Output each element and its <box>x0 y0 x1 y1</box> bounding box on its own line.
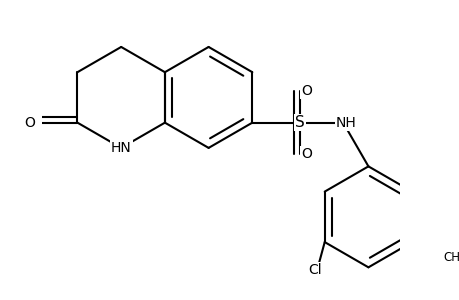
Text: O: O <box>301 147 311 161</box>
Text: S: S <box>295 115 304 130</box>
Text: O: O <box>24 116 35 130</box>
Text: NH: NH <box>335 116 356 130</box>
Text: Cl: Cl <box>308 262 321 277</box>
Text: O: O <box>301 84 311 98</box>
Text: HN: HN <box>111 141 131 155</box>
Text: CH₃: CH₃ <box>442 251 459 264</box>
